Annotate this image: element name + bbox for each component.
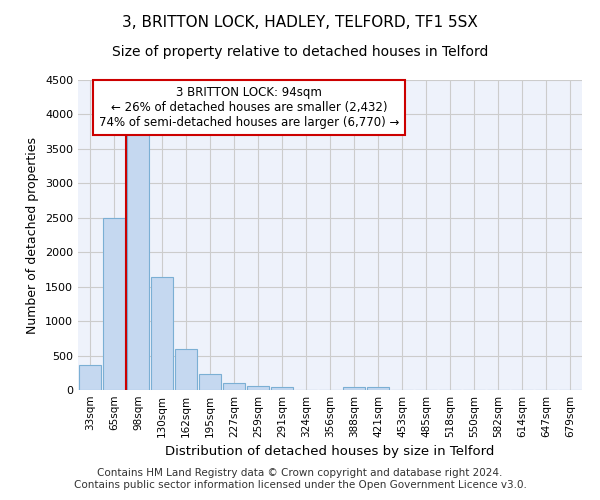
Text: 3, BRITTON LOCK, HADLEY, TELFORD, TF1 5SX: 3, BRITTON LOCK, HADLEY, TELFORD, TF1 5S… <box>122 15 478 30</box>
Text: Contains HM Land Registry data © Crown copyright and database right 2024.
Contai: Contains HM Land Registry data © Crown c… <box>74 468 526 490</box>
Bar <box>127 132 149 390</box>
Bar <box>271 387 293 390</box>
Text: 3 BRITTON LOCK: 94sqm
← 26% of detached houses are smaller (2,432)
74% of semi-d: 3 BRITTON LOCK: 94sqm ← 26% of detached … <box>99 86 400 129</box>
Bar <box>247 386 269 390</box>
Y-axis label: Number of detached properties: Number of detached properties <box>26 136 40 334</box>
Bar <box>103 218 125 390</box>
Bar <box>175 350 197 390</box>
Bar <box>367 386 389 390</box>
Bar <box>151 277 173 390</box>
Text: Size of property relative to detached houses in Telford: Size of property relative to detached ho… <box>112 45 488 59</box>
Bar <box>223 383 245 390</box>
Bar <box>199 374 221 390</box>
Bar <box>343 386 365 390</box>
X-axis label: Distribution of detached houses by size in Telford: Distribution of detached houses by size … <box>166 446 494 458</box>
Bar <box>79 364 101 390</box>
